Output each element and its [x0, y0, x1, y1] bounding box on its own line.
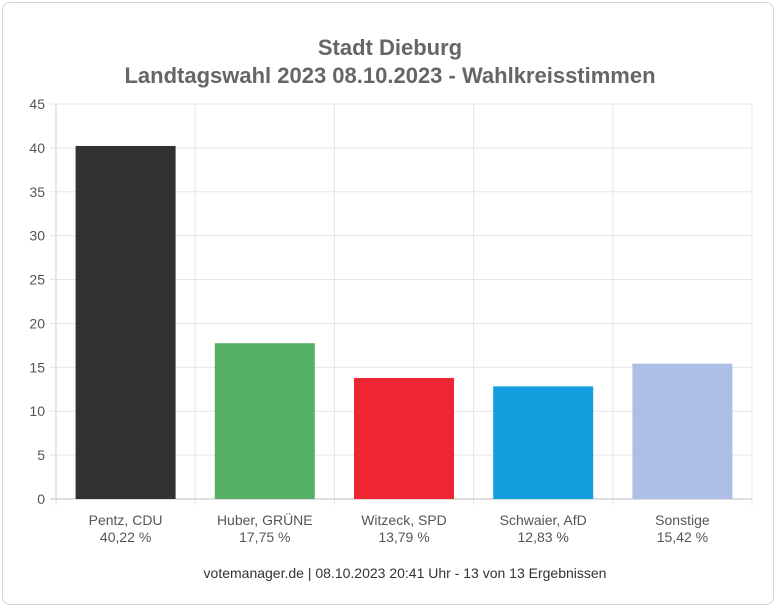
y-tick-label: 30 [29, 228, 45, 244]
chart-footer: votemanager.de | 08.10.2023 20:41 Uhr - … [0, 565, 780, 581]
bar [493, 386, 594, 499]
x-value-label: 40,22 % [100, 529, 151, 545]
y-tick-label: 15 [29, 359, 45, 375]
y-tick-label: 40 [29, 140, 45, 156]
chart-title: Stadt Dieburg [317, 35, 463, 60]
y-tick-label: 20 [29, 315, 45, 331]
y-tick-label: 45 [29, 96, 45, 112]
y-tick-label: 5 [37, 447, 45, 463]
y-tick-label: 0 [37, 491, 45, 507]
x-category-label: Sonstige [655, 512, 710, 528]
x-category-label: Witzeck, SPD [361, 512, 447, 528]
footer-status: - 13 von 13 Ergebnissen [450, 565, 607, 581]
x-value-label: 17,75 % [239, 529, 290, 545]
x-category-label: Pentz, CDU [89, 512, 163, 528]
x-category-label: Huber, GRÜNE [217, 511, 313, 528]
chart-subtitle: Landtagswahl 2023 08.10.2023 - Wahlkreis… [124, 63, 656, 88]
source-link[interactable]: votemanager.de [203, 565, 304, 581]
footer-timestamp: 08.10.2023 20:41 Uhr [315, 565, 451, 581]
x-value-label: 13,79 % [378, 529, 429, 545]
x-category-label: Schwaier, AfD [500, 512, 587, 528]
x-value-label: 15,42 % [657, 529, 708, 545]
y-tick-label: 25 [29, 272, 45, 288]
y-tick-label: 10 [29, 403, 45, 419]
bar [632, 363, 733, 499]
bar [214, 343, 315, 499]
bar [75, 145, 176, 500]
footer-separator: | [303, 565, 316, 581]
y-tick-label: 35 [29, 184, 45, 200]
x-value-label: 12,83 % [518, 529, 569, 545]
bar [354, 377, 454, 499]
